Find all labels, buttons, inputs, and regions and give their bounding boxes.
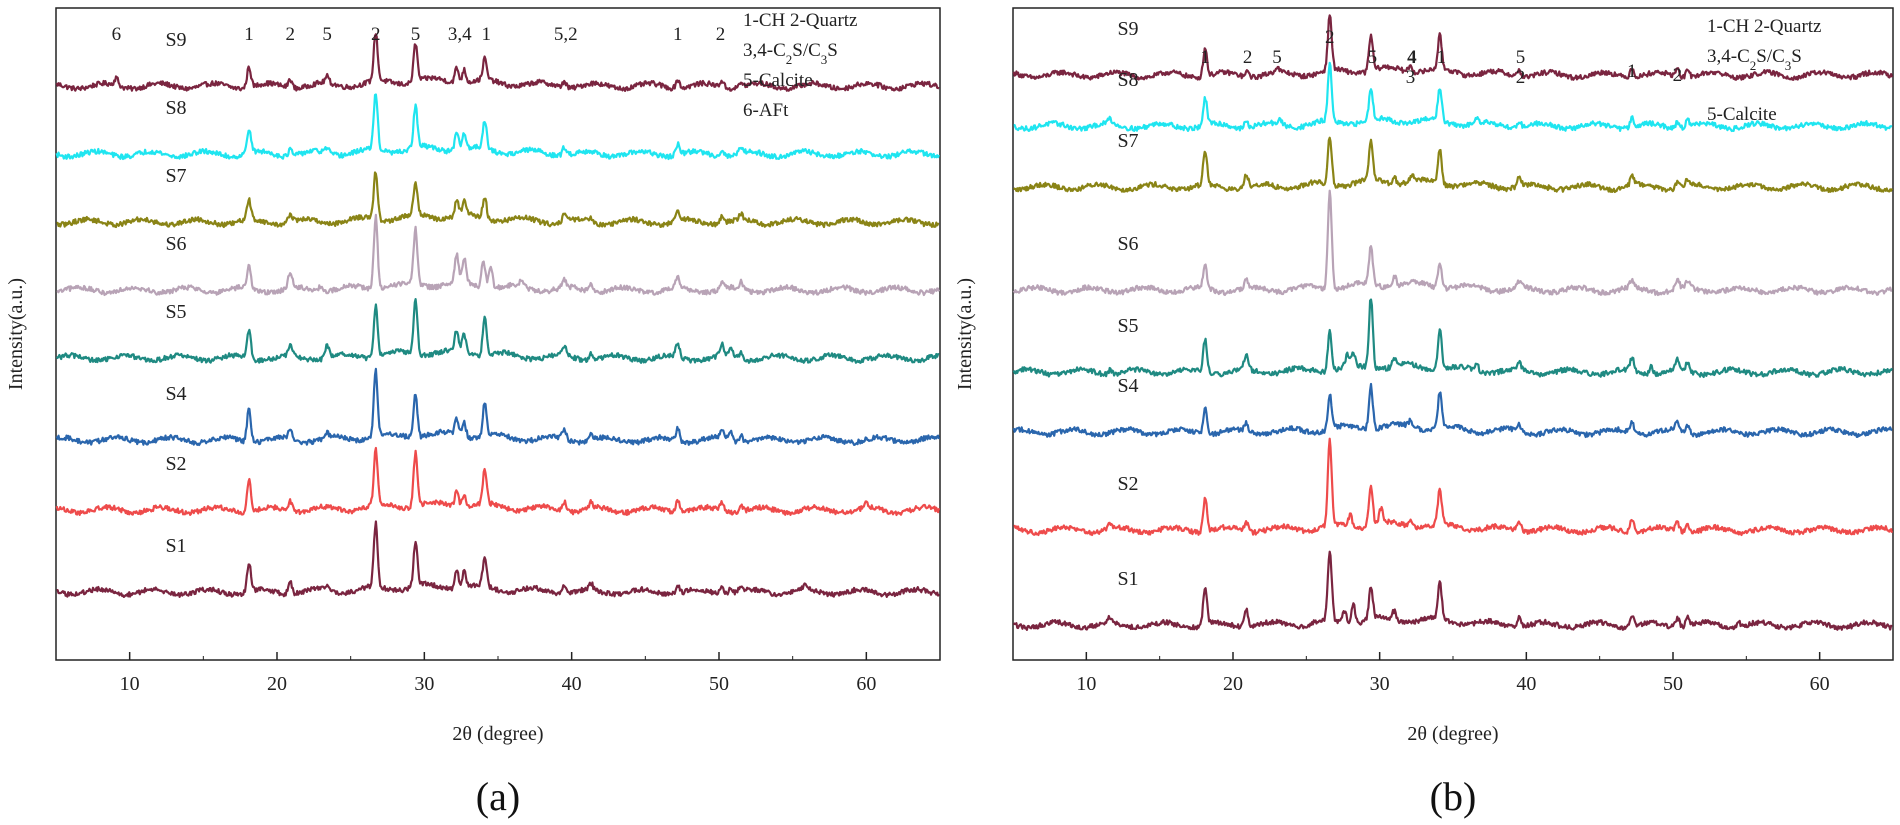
x-tick-label: 40 bbox=[562, 673, 582, 695]
series-label-s8: S8 bbox=[165, 97, 186, 119]
series-line-s7 bbox=[56, 171, 940, 229]
legend-entry: 5-Calcite bbox=[743, 70, 813, 91]
x-tick-label: 30 bbox=[414, 673, 434, 695]
series-line-s9 bbox=[55, 33, 940, 92]
series-line-s1 bbox=[1012, 550, 1893, 631]
peak-label: 2 bbox=[1325, 27, 1335, 48]
series-label-s7: S7 bbox=[1117, 130, 1138, 152]
peak-label: 2 bbox=[371, 24, 381, 45]
series-label-s6: S6 bbox=[1117, 233, 1138, 255]
peak-label: 1 bbox=[481, 24, 491, 45]
panel-b: 10 20 30 40 50 60 2θ (degree) Intensity(a.u.) (b… bbox=[954, 7, 1894, 819]
peak-label: 5 bbox=[322, 24, 332, 45]
plot-frame bbox=[55, 7, 941, 661]
peak-label: 5 bbox=[1368, 47, 1378, 68]
series-line-s9 bbox=[1012, 14, 1894, 81]
legend-entry: 3,4-C2S/C3S bbox=[1707, 46, 1802, 73]
x-tick-label: 50 bbox=[1663, 673, 1683, 695]
peak-label: 2 bbox=[286, 24, 296, 45]
panel-caption: (a) bbox=[476, 774, 520, 819]
x-axis-title: 2θ (degree) bbox=[1407, 723, 1498, 745]
series-line-s2 bbox=[55, 446, 941, 517]
peak-label: 5 bbox=[411, 24, 421, 45]
series-label-s8: S8 bbox=[1117, 69, 1138, 91]
series-label-s2: S2 bbox=[165, 453, 186, 475]
peak-label: 2 bbox=[1243, 47, 1253, 68]
panel-a: 10 20 30 40 50 60 2θ (degree) Intensity(a.u.) (a… bbox=[5, 7, 941, 819]
peak-label: 2 bbox=[716, 24, 726, 45]
series-line-s7 bbox=[1012, 136, 1894, 194]
peak-label: 1 bbox=[1627, 61, 1637, 82]
series-label-s9: S9 bbox=[165, 29, 186, 51]
peak-label: 1 bbox=[673, 24, 683, 45]
series-line-s1 bbox=[56, 520, 940, 598]
series-line-s5 bbox=[55, 298, 940, 364]
x-tick-label: 20 bbox=[267, 673, 287, 695]
peak-label: 1 bbox=[244, 24, 254, 45]
x-tick-label: 60 bbox=[856, 673, 876, 695]
series-line-s4 bbox=[55, 367, 941, 447]
series-label-s6: S6 bbox=[165, 233, 186, 255]
peak-label: 2 bbox=[1516, 67, 1526, 88]
series-line-s8 bbox=[55, 93, 941, 161]
y-axis-title: Intensity(a.u.) bbox=[5, 278, 27, 390]
legend-entry: 1-CH 2-Quartz bbox=[743, 10, 858, 31]
peak-label: 4 bbox=[1407, 47, 1417, 68]
y-axis-title: Intensity(a.u.) bbox=[954, 278, 976, 390]
peak-label: 3,4 bbox=[448, 24, 472, 45]
peak-label: 1 bbox=[1200, 47, 1210, 68]
x-tick-label: 10 bbox=[120, 673, 140, 695]
peak-label: 2 bbox=[1673, 65, 1683, 86]
peak-label: 1 bbox=[1437, 47, 1447, 68]
peak-label: 5 bbox=[1272, 47, 1282, 68]
legend-entry: 1-CH 2-Quartz bbox=[1707, 16, 1822, 37]
x-tick-label: 50 bbox=[709, 673, 729, 695]
series-label-s4: S4 bbox=[1117, 375, 1138, 397]
series-line-s4 bbox=[1012, 382, 1893, 439]
x-tick-label: 60 bbox=[1810, 673, 1830, 695]
series-line-s8 bbox=[1013, 61, 1893, 133]
legend-entry: 3,4-C2S/C3S bbox=[743, 40, 838, 67]
x-tick-label: 10 bbox=[1076, 673, 1096, 695]
series-label-s5: S5 bbox=[165, 301, 186, 323]
x-tick-label: 40 bbox=[1516, 673, 1536, 695]
series-label-s1: S1 bbox=[1117, 568, 1138, 590]
legend-entry: 5-Calcite bbox=[1707, 104, 1777, 125]
series-line-s6 bbox=[56, 213, 941, 297]
series-label-s7: S7 bbox=[165, 165, 186, 187]
x-tick-label: 20 bbox=[1223, 673, 1243, 695]
series-label-s5: S5 bbox=[1117, 315, 1138, 337]
panel-caption: (b) bbox=[1430, 774, 1477, 819]
peak-label: 6 bbox=[112, 24, 122, 45]
series-label-s9: S9 bbox=[1117, 18, 1138, 40]
series-label-s2: S2 bbox=[1117, 473, 1138, 495]
series-line-s2 bbox=[1013, 437, 1894, 537]
series-label-s1: S1 bbox=[165, 535, 186, 557]
x-tick-label: 30 bbox=[1370, 673, 1390, 695]
legend-entry: 6-AFt bbox=[743, 100, 789, 121]
series-line-s6 bbox=[1012, 189, 1893, 297]
peak-label: 5,2 bbox=[554, 24, 578, 45]
series-label-s4: S4 bbox=[165, 383, 186, 405]
series-line-s5 bbox=[1012, 298, 1893, 378]
peak-label: 5 bbox=[1516, 47, 1526, 68]
peak-label: 3 bbox=[1406, 67, 1416, 88]
x-axis-title: 2θ (degree) bbox=[452, 723, 543, 745]
